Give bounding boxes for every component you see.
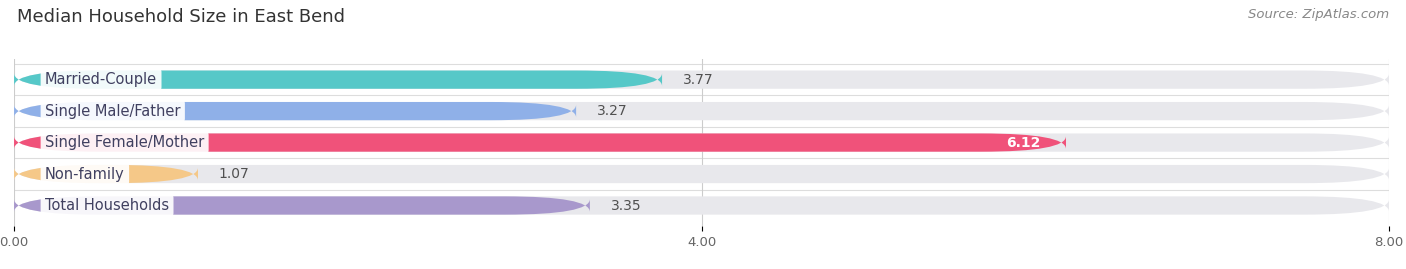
Text: Total Households: Total Households xyxy=(45,198,169,213)
FancyBboxPatch shape xyxy=(14,70,662,89)
Text: Source: ZipAtlas.com: Source: ZipAtlas.com xyxy=(1249,8,1389,21)
FancyBboxPatch shape xyxy=(14,196,1389,215)
FancyBboxPatch shape xyxy=(14,196,591,215)
FancyBboxPatch shape xyxy=(14,133,1389,152)
Text: Non-family: Non-family xyxy=(45,167,125,182)
Text: 6.12: 6.12 xyxy=(1005,136,1040,150)
Text: 3.35: 3.35 xyxy=(610,199,641,213)
Text: Single Female/Mother: Single Female/Mother xyxy=(45,135,204,150)
FancyBboxPatch shape xyxy=(14,165,1389,183)
FancyBboxPatch shape xyxy=(14,165,198,183)
Text: 1.07: 1.07 xyxy=(218,167,249,181)
Text: 3.27: 3.27 xyxy=(596,104,627,118)
FancyBboxPatch shape xyxy=(14,70,1389,89)
FancyBboxPatch shape xyxy=(14,133,1066,152)
FancyBboxPatch shape xyxy=(14,102,576,120)
FancyBboxPatch shape xyxy=(14,102,1389,120)
Text: Single Male/Father: Single Male/Father xyxy=(45,104,180,119)
Text: Married-Couple: Married-Couple xyxy=(45,72,157,87)
Text: 3.77: 3.77 xyxy=(683,73,713,87)
Text: Median Household Size in East Bend: Median Household Size in East Bend xyxy=(17,8,344,26)
